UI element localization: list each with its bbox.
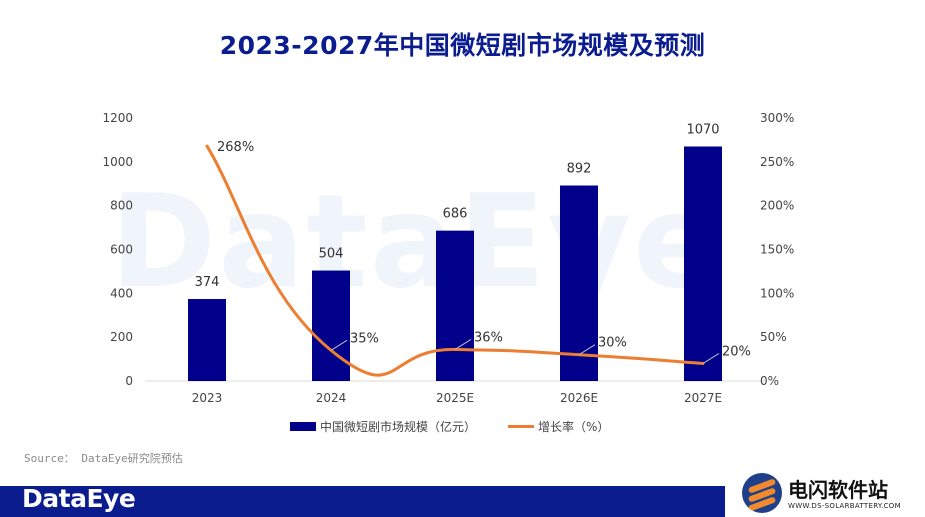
bar [436, 230, 474, 381]
line-data-label: 20% [722, 344, 751, 359]
site-badge: 电闪软件站 WWW.DS-SOLARBATTERY.COM [738, 470, 925, 517]
y-left-tick-label: 0 [125, 374, 133, 388]
label-leader-line [454, 339, 472, 350]
badge-name: 电闪软件站 [788, 478, 888, 502]
label-leader-line [702, 353, 720, 364]
line-data-label: 36% [474, 330, 503, 345]
legend-label-market-size: 中国微短剧市场规模（亿元） [320, 420, 477, 434]
line-data-label: 35% [350, 331, 379, 346]
bar [684, 146, 722, 381]
y-right-tick-label: 300% [760, 111, 794, 125]
legend-line-swatch [508, 425, 535, 428]
legend-label-growth-rate: 增长率（%） [538, 420, 610, 434]
solar-logo-icon [742, 473, 782, 513]
bar [188, 299, 226, 381]
y-right-tick-label: 100% [760, 286, 794, 300]
y-right-tick-label: 200% [760, 199, 794, 213]
y-left-tick-label: 600 [110, 243, 133, 257]
legend: 中国微短剧市场规模（亿元） 增长率（%） [290, 418, 641, 435]
y-right-tick-label: 50% [760, 330, 787, 344]
bar-data-label: 374 [195, 275, 220, 290]
footer-logo: DataEye [22, 484, 136, 513]
legend-item-growth-rate: 增长率（%） [508, 418, 609, 435]
y-left-tick-label: 800 [110, 199, 133, 213]
bar-data-label: 686 [443, 207, 468, 222]
line-data-label: 30% [598, 336, 627, 351]
y-right-tick-label: 150% [760, 243, 794, 257]
y-left-tick-label: 1200 [102, 111, 133, 125]
bar [560, 185, 598, 381]
x-tick-label: 2024 [316, 391, 347, 405]
watermark: DataEye [110, 168, 722, 317]
x-tick-label: 2026E [560, 391, 598, 405]
bar [312, 270, 350, 381]
y-left-tick-label: 400 [110, 286, 133, 300]
y-right-tick-label: 250% [760, 155, 794, 169]
chart-title: 2023-2027年中国微短剧市场规模及预测 [219, 31, 706, 60]
legend-bar-swatch [290, 422, 316, 431]
bar-data-label: 504 [319, 247, 344, 262]
label-leader-line [330, 339, 348, 351]
bar-data-label: 892 [567, 162, 592, 177]
bar-data-label: 1070 [686, 122, 719, 137]
legend-item-market-size: 中国微短剧市场规模（亿元） [290, 418, 476, 435]
x-tick-label: 2027E [684, 391, 722, 405]
footer-bar [0, 486, 725, 517]
y-left-tick-label: 200 [110, 330, 133, 344]
y-left-tick-label: 1000 [102, 155, 133, 169]
x-tick-label: 2025E [436, 391, 474, 405]
source-note: Source： DataEye研究院预估 [24, 452, 183, 465]
growth-rate-line [205, 144, 705, 377]
badge-url: WWW.DS-SOLARBATTERY.COM [788, 502, 901, 510]
x-tick-label: 2023 [192, 391, 223, 405]
line-data-label: 268% [217, 140, 254, 155]
y-right-tick-label: 0% [760, 374, 779, 388]
label-leader-line [578, 344, 596, 356]
